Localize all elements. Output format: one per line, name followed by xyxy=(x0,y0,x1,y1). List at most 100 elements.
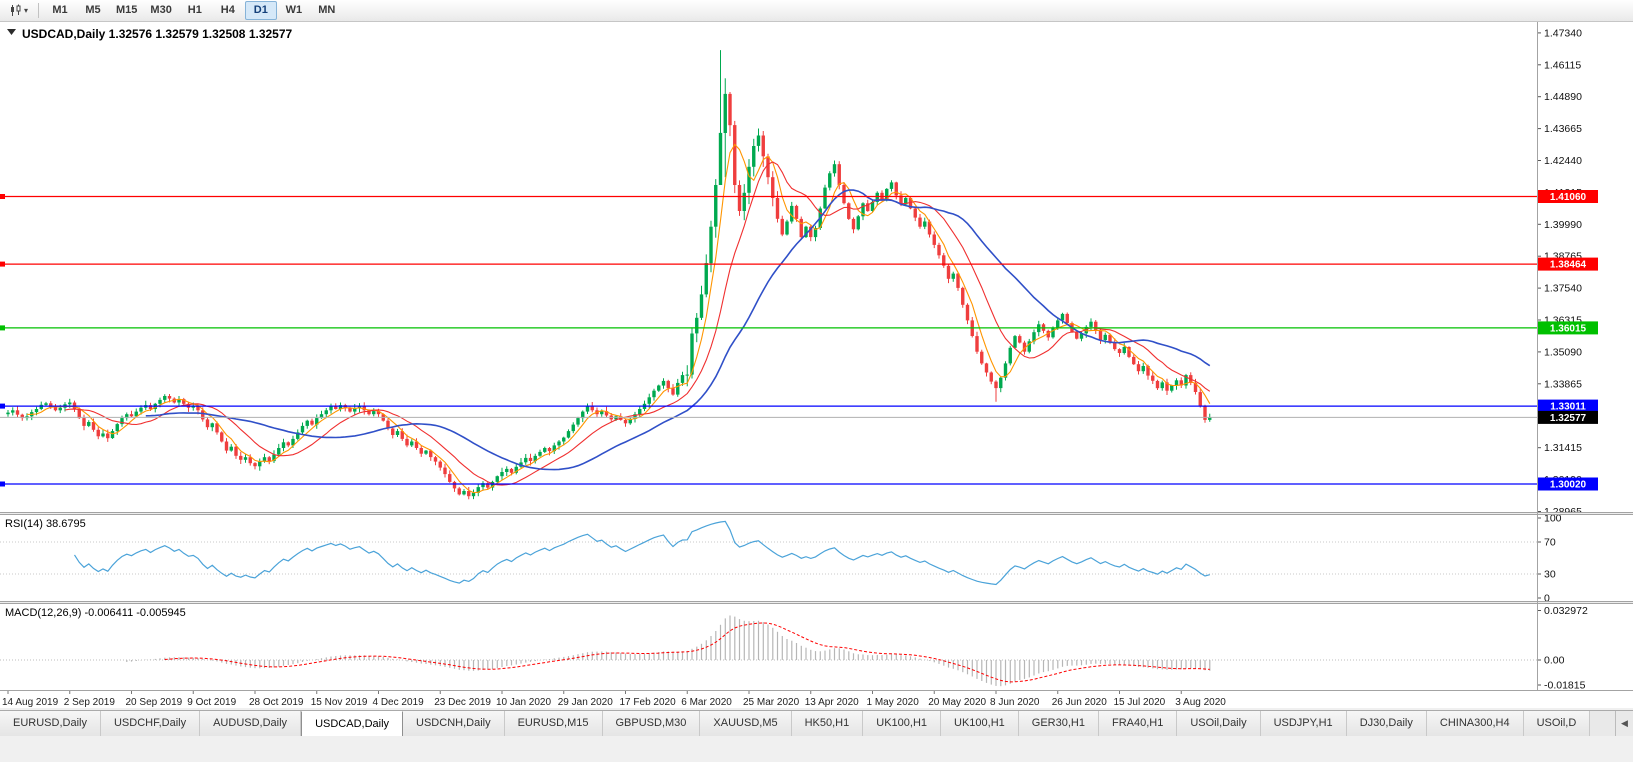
macd-pane: 0.032972 0.00 -0.01815 MACD(12,26,9) -0.006… xyxy=(0,605,1588,692)
svg-text:100: 100 xyxy=(1544,513,1562,525)
chart-background xyxy=(0,22,1633,708)
timeframe-button-m15[interactable]: M15 xyxy=(116,4,138,16)
chart-tab-usdjpy-h1[interactable]: USDJPY,H1 xyxy=(1260,711,1347,736)
svg-text:0.032972: 0.032972 xyxy=(1544,605,1588,617)
ma30-line xyxy=(145,189,1211,471)
chart-tab-usdcnh-daily[interactable]: USDCNH,Daily xyxy=(403,711,505,736)
svg-text:9 Oct 2019: 9 Oct 2019 xyxy=(187,697,236,708)
chart-tab-audusd-daily[interactable]: AUDUSD,Daily xyxy=(200,711,302,736)
svg-text:1.33011: 1.33011 xyxy=(1550,402,1586,413)
rsi-line xyxy=(73,520,1210,586)
macd-label: MACD(12,26,9) -0.006411 -0.005945 xyxy=(5,607,186,619)
candlestick-chart-icon xyxy=(11,4,21,16)
svg-text:1.41060: 1.41060 xyxy=(1550,192,1587,203)
svg-text:1 May 2020: 1 May 2020 xyxy=(867,697,920,708)
svg-text:1.47340: 1.47340 xyxy=(1544,27,1582,39)
timeframe-button-w1[interactable]: W1 xyxy=(285,4,303,16)
svg-text:1.35090: 1.35090 xyxy=(1544,346,1582,358)
svg-text:23 Dec 2019: 23 Dec 2019 xyxy=(434,697,491,708)
chart-tab-dj30-daily[interactable]: DJ30,Daily xyxy=(1346,711,1427,736)
toolbar-separator xyxy=(38,3,40,18)
svg-text:3 Aug 2020: 3 Aug 2020 xyxy=(1175,697,1226,708)
svg-text:20 Sep 2019: 20 Sep 2019 xyxy=(126,697,183,708)
svg-text:20 May 2020: 20 May 2020 xyxy=(928,697,986,708)
svg-text:15 Jul 2020: 15 Jul 2020 xyxy=(1114,697,1166,708)
candlesticks xyxy=(6,50,1212,500)
svg-text:14 Aug 2019: 14 Aug 2019 xyxy=(2,697,59,708)
svg-text:1.42440: 1.42440 xyxy=(1544,155,1582,167)
price-tag-1.33011[interactable]: 1.33011 xyxy=(1538,399,1598,413)
svg-text:2 Sep 2019: 2 Sep 2019 xyxy=(64,697,116,708)
chart-tab-usoil-d[interactable]: USOil,D xyxy=(1523,711,1591,736)
chart-tab-xauusd-m5[interactable]: XAUUSD,M5 xyxy=(700,711,792,736)
svg-text:1.30020: 1.30020 xyxy=(1550,480,1587,491)
tab-scroll-left-button[interactable]: ◀ xyxy=(1615,711,1633,736)
price-tag-1.38464[interactable]: 1.38464 xyxy=(1538,257,1598,271)
price-tag-1.41060[interactable]: 1.41060 xyxy=(1538,190,1598,203)
price-axis[interactable]: 1.473401.461151.448901.436651.424401.412… xyxy=(1537,27,1582,518)
svg-text:8 Jun 2020: 8 Jun 2020 xyxy=(990,697,1040,708)
svg-text:10 Jan 2020: 10 Jan 2020 xyxy=(496,697,551,708)
chart-tab-eurusd-m15[interactable]: EURUSD,M15 xyxy=(504,711,603,736)
price-tag-1.36015[interactable]: 1.36015 xyxy=(1538,321,1598,335)
ma13-line xyxy=(64,161,1211,486)
svg-text:1.37540: 1.37540 xyxy=(1544,283,1582,295)
chart-tab-fra40-h1[interactable]: FRA40,H1 xyxy=(1098,711,1178,736)
chart-title: USDCAD,Daily 1.32576 1.32579 1.32508 1.3… xyxy=(22,27,293,41)
svg-text:25 Mar 2020: 25 Mar 2020 xyxy=(743,697,800,708)
chart-tab-uk100-h1[interactable]: UK100,H1 xyxy=(863,711,942,736)
chart-type-dropdown-icon: ▾ xyxy=(24,6,29,15)
timeframe-button-h4[interactable]: H4 xyxy=(220,4,235,16)
svg-text:28 Oct 2019: 28 Oct 2019 xyxy=(249,697,304,708)
timeframe-button-m5[interactable]: M5 xyxy=(85,4,101,16)
current-price-tag: 1.32577 xyxy=(1538,410,1598,424)
svg-text:0: 0 xyxy=(1544,593,1550,605)
timeframe-button-mn[interactable]: MN xyxy=(318,4,336,16)
svg-text:30: 30 xyxy=(1544,569,1556,581)
svg-text:1.46115: 1.46115 xyxy=(1544,59,1581,71)
timeframe-button-m30[interactable]: M30 xyxy=(150,4,172,16)
svg-text:17 Feb 2020: 17 Feb 2020 xyxy=(620,697,677,708)
timeframe-button-d1[interactable]: D1 xyxy=(244,1,277,20)
chart-tab-ger30-h1[interactable]: GER30,H1 xyxy=(1018,711,1099,736)
svg-text:29 Jan 2020: 29 Jan 2020 xyxy=(558,697,613,708)
svg-text:1.44890: 1.44890 xyxy=(1544,91,1582,103)
svg-text:1.31415: 1.31415 xyxy=(1544,442,1582,454)
chart-area[interactable]: 1.473401.461151.448901.436651.424401.412… xyxy=(0,22,1633,708)
time-axis[interactable]: 14 Aug 2019 2 Sep 2019 20 Sep 2019 9 Oct 20… xyxy=(2,690,1226,708)
timeframe-button-m1[interactable]: M1 xyxy=(52,4,68,16)
chart-tab-gbpusd-m30[interactable]: GBPUSD,M30 xyxy=(602,711,701,736)
chart-tab-eurusd-daily[interactable]: EURUSD,Daily xyxy=(0,711,101,736)
horizontal-level-lines[interactable] xyxy=(0,194,1537,487)
svg-text:1.38464: 1.38464 xyxy=(1550,260,1587,271)
rsi-pane: 100 70 30 0 RSI(14) 38.6795 xyxy=(0,513,1562,605)
price-chart-svg[interactable]: 1.473401.461151.448901.436651.424401.412… xyxy=(0,22,1633,708)
chart-tab-china300-h4[interactable]: CHINA300,H4 xyxy=(1426,711,1524,736)
timeframe-button-h1[interactable]: H1 xyxy=(187,4,202,16)
rsi-label: RSI(14) 38.6795 xyxy=(5,518,86,530)
chart-tab-usdcad-daily[interactable]: USDCAD,Daily xyxy=(301,711,404,736)
price-tag-1.30020[interactable]: 1.30020 xyxy=(1538,477,1598,491)
chart-type-button[interactable]: ▾ xyxy=(4,1,33,20)
svg-text:0.00: 0.00 xyxy=(1544,655,1565,667)
one-click-trading-arrow[interactable] xyxy=(7,29,16,35)
svg-text:26 Jun 2020: 26 Jun 2020 xyxy=(1052,697,1107,708)
svg-text:15 Nov 2019: 15 Nov 2019 xyxy=(311,697,368,708)
svg-text:1.43665: 1.43665 xyxy=(1544,123,1582,135)
price-axis-background xyxy=(1538,22,1633,708)
svg-text:4 Dec 2019: 4 Dec 2019 xyxy=(373,697,425,708)
svg-text:1.39990: 1.39990 xyxy=(1544,219,1582,231)
scroll-left-icon: ◀ xyxy=(1621,718,1628,728)
svg-text:70: 70 xyxy=(1544,537,1556,549)
svg-text:1.32577: 1.32577 xyxy=(1550,413,1587,424)
chart-tab-hk50-h1[interactable]: HK50,H1 xyxy=(791,711,864,736)
macd-signal-line xyxy=(164,622,1210,683)
chart-tab-bar: EURUSD,Daily USDCHF,Daily AUDUSD,Daily USDC… xyxy=(0,710,1633,736)
chart-tab-usoil-daily[interactable]: USOil,Daily xyxy=(1177,711,1261,736)
svg-text:1.36015: 1.36015 xyxy=(1550,323,1587,334)
chart-tab-uk100-h1[interactable]: UK100,H1 xyxy=(941,711,1019,736)
timeframe-toolbar: ▾ M1 M5 M15 M30 H1 H4 D1 W1 MN xyxy=(0,0,1633,22)
svg-text:6 Mar 2020: 6 Mar 2020 xyxy=(681,697,732,708)
chart-tab-usdchf-daily[interactable]: USDCHF,Daily xyxy=(100,711,201,736)
